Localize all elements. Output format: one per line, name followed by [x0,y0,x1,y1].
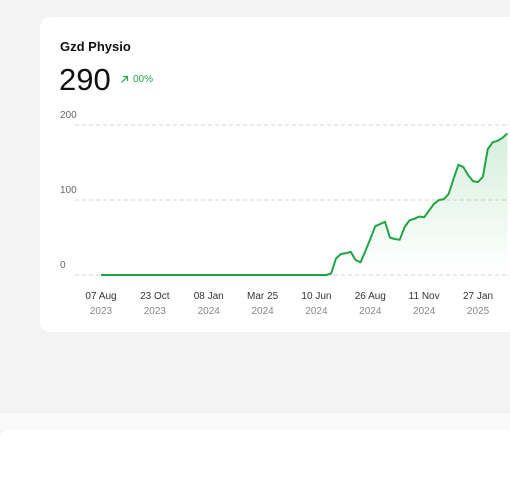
change-text: 00% [133,74,154,85]
x-tick-year: 2024 [251,306,274,317]
x-tick-label: 11 Nov [409,291,440,302]
x-tick-year: 2024 [413,306,436,317]
x-tick-label: Mar 25 [247,291,279,302]
x-tick-year: 2024 [198,306,221,317]
chart-card: Gzd Physio 290 00% [40,17,510,332]
panel-edge [0,413,510,430]
x-tick-label: 08 Jan [194,291,224,302]
x-tick-label: 26 Aug [355,291,386,302]
y-tick-label: 0 [60,260,66,271]
line [101,132,509,276]
y-tick-label: 200 [60,110,77,121]
x-tick-label: 27 Jan [463,291,493,302]
x-tick-label: 23 Oct [140,291,170,302]
x-tick-label: 10 Jun [301,291,331,302]
chart: 0 100 200 07 Aug 2023 23 Oct 2023 08 Jan 2024 Mar… [60,110,510,317]
x-tick-year: 2023 [144,306,167,317]
page: {"card": {"title": "Gzd Physio", "value"… [0,17,510,490]
card-title: Gzd Physio [60,39,131,54]
x-tick-label: 07 Aug [85,291,116,302]
x-tick-year: 2023 [90,306,113,317]
metric-value: 290 [59,62,111,97]
metric-change: 00% [120,74,153,85]
x-tick-year: 2024 [305,306,328,317]
y-tick-label: 100 [60,185,77,196]
x-tick-year: 2025 [467,306,490,317]
area-fill [101,133,508,275]
arrow-icon [121,75,129,83]
x-tick-year: 2024 [359,306,382,317]
